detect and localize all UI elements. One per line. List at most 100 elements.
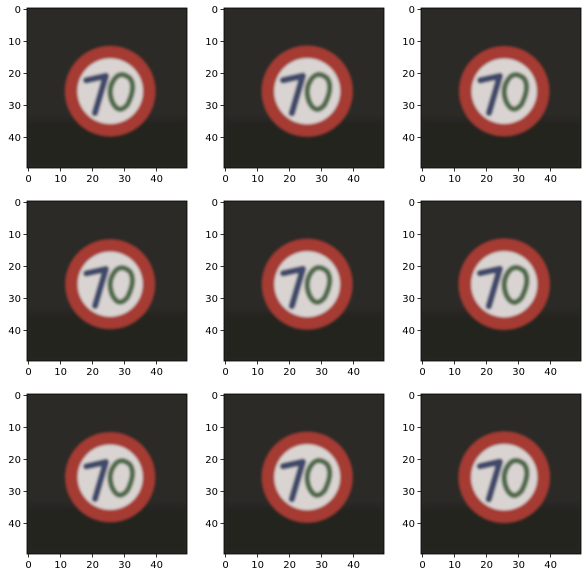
sign-number-glyph [83, 458, 136, 503]
x-tick-label: 10 [448, 174, 461, 185]
x-tick-label: 20 [86, 560, 99, 571]
x-tick-label: 30 [315, 560, 328, 571]
y-tick-label: 10 [8, 37, 21, 48]
x-tick-label: 40 [544, 367, 557, 378]
y-tick-label: 0 [212, 5, 218, 16]
y-tick-label: 30 [8, 294, 21, 305]
y-tick-label: 30 [205, 101, 218, 112]
x-tick-label: 0 [222, 367, 228, 378]
sign-number-glyph [279, 264, 333, 310]
y-tick-label: 30 [8, 487, 21, 498]
speed-limit-sign-icon [458, 45, 550, 137]
y-tick-label: 20 [205, 262, 218, 273]
y-tick-label: 40 [402, 133, 415, 144]
x-tick-label: 20 [480, 367, 493, 378]
x-tick-label: 20 [86, 367, 99, 378]
x-tick-label: 10 [448, 560, 461, 571]
panel-image [421, 201, 581, 361]
x-tick-label: 40 [544, 560, 557, 571]
x-tick-label: 30 [118, 367, 131, 378]
x-tick-label: 0 [222, 174, 228, 185]
y-tick-label: 20 [205, 455, 218, 466]
x-tick-label: 0 [222, 560, 228, 571]
panel-frame [26, 7, 188, 169]
image-panel-3: 0 10 20 30 40 0 10 20 30 40 [402, 5, 582, 185]
y-tick-label: 40 [8, 133, 21, 144]
panel-frame [420, 200, 582, 362]
speed-limit-sign-icon [64, 45, 156, 137]
y-tick-label: 10 [205, 230, 218, 241]
panel-image [421, 8, 581, 168]
sign-number-glyph [279, 457, 333, 503]
image-panel-1: 0 10 20 30 40 0 10 20 30 40 [8, 5, 188, 185]
sign-number-glyph [476, 264, 530, 310]
x-tick-label: 10 [251, 367, 264, 378]
panel-image [27, 8, 187, 168]
x-tick-label: 10 [54, 560, 67, 571]
y-tick-label: 30 [402, 294, 415, 305]
y-tick-label: 20 [402, 455, 415, 466]
y-tick-label: 0 [409, 198, 415, 209]
x-tick-label: 0 [419, 367, 425, 378]
y-tick-label: 30 [205, 294, 218, 305]
x-tick-label: 20 [480, 560, 493, 571]
x-tick-label: 0 [419, 174, 425, 185]
panel-frame [223, 7, 385, 169]
panel-image [27, 394, 187, 554]
y-tick-label: 0 [212, 391, 218, 402]
sign-number-glyph [477, 72, 530, 117]
y-tick-label: 10 [402, 37, 415, 48]
speed-limit-sign-icon [261, 431, 353, 523]
panel-frame [223, 393, 385, 555]
sign-number-glyph [476, 457, 530, 503]
panel-image [421, 394, 581, 554]
x-tick-label: 30 [512, 174, 525, 185]
panel-frame [26, 393, 188, 555]
panel-image [224, 8, 384, 168]
x-tick-label: 20 [480, 174, 493, 185]
x-tick-label: 40 [544, 174, 557, 185]
x-tick-label: 20 [283, 174, 296, 185]
y-tick-label: 0 [212, 198, 218, 209]
y-tick-label: 20 [402, 262, 415, 273]
speed-limit-sign-icon [458, 238, 551, 331]
y-tick-label: 20 [8, 455, 21, 466]
x-tick-label: 0 [25, 560, 31, 571]
y-tick-label: 40 [205, 519, 218, 530]
y-tick-label: 10 [205, 423, 218, 434]
y-tick-label: 10 [8, 423, 21, 434]
y-tick-label: 20 [8, 262, 21, 273]
x-tick-label: 30 [315, 367, 328, 378]
y-tick-label: 20 [205, 69, 218, 80]
panel-image [224, 201, 384, 361]
y-tick-label: 10 [8, 230, 21, 241]
speed-limit-sign-icon [458, 431, 551, 524]
y-tick-label: 0 [15, 391, 21, 402]
y-tick-label: 20 [8, 69, 21, 80]
x-tick-label: 10 [251, 560, 264, 571]
panel-frame [26, 200, 188, 362]
panel-frame [420, 393, 582, 555]
x-tick-label: 10 [54, 367, 67, 378]
x-tick-label: 40 [150, 560, 163, 571]
y-tick-label: 40 [8, 326, 21, 337]
y-tick-label: 0 [15, 198, 21, 209]
x-tick-label: 20 [283, 560, 296, 571]
y-tick-label: 0 [15, 5, 21, 16]
x-tick-label: 0 [25, 367, 31, 378]
x-tick-label: 40 [347, 560, 360, 571]
panel-frame [223, 200, 385, 362]
y-tick-label: 20 [402, 69, 415, 80]
y-tick-label: 40 [205, 326, 218, 337]
y-tick-label: 40 [205, 133, 218, 144]
y-tick-label: 0 [409, 5, 415, 16]
image-panel-5: 0 10 20 30 40 0 10 20 30 40 [205, 198, 385, 378]
sign-number-glyph [83, 265, 136, 310]
x-tick-label: 30 [512, 560, 525, 571]
x-tick-label: 20 [283, 367, 296, 378]
x-tick-label: 10 [251, 174, 264, 185]
y-tick-label: 10 [402, 230, 415, 241]
speed-limit-sign-icon [261, 45, 353, 137]
x-tick-label: 40 [150, 367, 163, 378]
